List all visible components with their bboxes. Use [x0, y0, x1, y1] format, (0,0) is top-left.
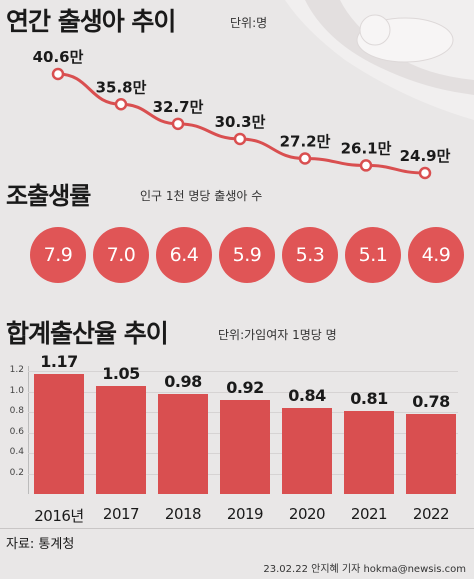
- tfr-bar: [158, 393, 208, 494]
- crude-rate-circle: 4.9: [408, 227, 464, 283]
- tfr-x-label: 2021: [350, 505, 388, 523]
- tfr-x-label: 2019: [226, 505, 264, 523]
- births-title: 연간 출생아 추이: [6, 7, 176, 36]
- tfr-ytick-label: 0.2: [9, 467, 24, 478]
- births-point-label: 32.7만: [153, 98, 204, 116]
- crude-rate-circle: 5.9: [219, 227, 275, 283]
- tfr-x-label: 2018: [164, 505, 202, 523]
- tfr-gridline: [28, 371, 458, 372]
- tfr-ytick-label: 0.8: [9, 406, 24, 416]
- crude-rate-circle: 7.0: [93, 227, 149, 283]
- source-text: 자료: 통계청: [6, 537, 75, 552]
- births-point: [114, 98, 128, 111]
- crude-rate-subtitle: 인구 1천 명당 출생아 수: [140, 189, 263, 203]
- births-point: [359, 159, 373, 172]
- tfr-unit: 단위:가임여자 1명당 명: [218, 328, 337, 342]
- births-point-label: 30.3만: [215, 113, 266, 131]
- tfr-ytick-label: 0.4: [9, 447, 24, 457]
- tfr-bar: [282, 407, 332, 494]
- tfr-bar-value-label: 0.81: [350, 388, 388, 408]
- crude-rate-circle: 5.1: [345, 227, 401, 283]
- tfr-ytick-label: 1.0: [9, 385, 24, 396]
- tfr-bar-value-label: 0.92: [226, 377, 264, 397]
- tfr-bar: [406, 414, 456, 494]
- tfr-x-label: 2016년: [34, 507, 84, 525]
- tfr-bar-value-label: 0.98: [164, 371, 202, 391]
- births-point: [51, 67, 65, 81]
- births-point-label: 35.8만: [96, 78, 147, 96]
- tfr-bar: [96, 386, 146, 494]
- tfr-gridline: [28, 391, 458, 393]
- tfr-ytick-label: 1.2: [9, 365, 24, 375]
- crude-rate-circle: 6.4: [156, 227, 212, 283]
- crude-rate-circle: 7.9: [30, 227, 86, 283]
- tfr-x-label: 2020: [288, 505, 326, 523]
- tfr-title: 합계출산율 추이: [6, 319, 169, 348]
- tfr-axis-line: [28, 366, 29, 494]
- tfr-x-label: 2022: [412, 505, 450, 523]
- mother-baby-illustration: [285, 0, 474, 120]
- tfr-bar: [220, 399, 270, 494]
- footer-divider: [0, 528, 474, 529]
- tfr-ytick-label: 0.6: [9, 426, 24, 437]
- crude-rate-circle: 5.3: [282, 227, 338, 283]
- crude-rate-title: 조출생률: [6, 182, 91, 210]
- tfr-bar-value-label: 0.78: [412, 392, 450, 412]
- tfr-bar-value-label: 1.05: [102, 364, 140, 384]
- births-point: [233, 132, 247, 146]
- births-line-chart: 40.6만 35.8만 32.7만 30.3만 27.2만 26.1만 24.9만: [33, 48, 451, 180]
- births-point-label: 40.6만: [33, 48, 84, 66]
- births-point: [298, 152, 312, 165]
- births-point: [418, 166, 432, 180]
- tfr-bar-value-label: 0.84: [288, 385, 326, 405]
- tfr-x-label: 2017: [102, 505, 140, 523]
- births-point-label: 27.2만: [280, 132, 331, 150]
- tfr-bar-value-label: 1.17: [40, 352, 78, 372]
- births-unit: 단위:명: [230, 16, 268, 30]
- births-point: [171, 117, 185, 131]
- tfr-bar: [344, 410, 394, 494]
- tfr-bar: [34, 374, 84, 494]
- credit-text: 23.02.22 안지혜 기자 hokma@newsis.com: [263, 564, 466, 575]
- births-point-label: 24.9만: [400, 147, 451, 165]
- births-point-label: 26.1만: [341, 139, 392, 157]
